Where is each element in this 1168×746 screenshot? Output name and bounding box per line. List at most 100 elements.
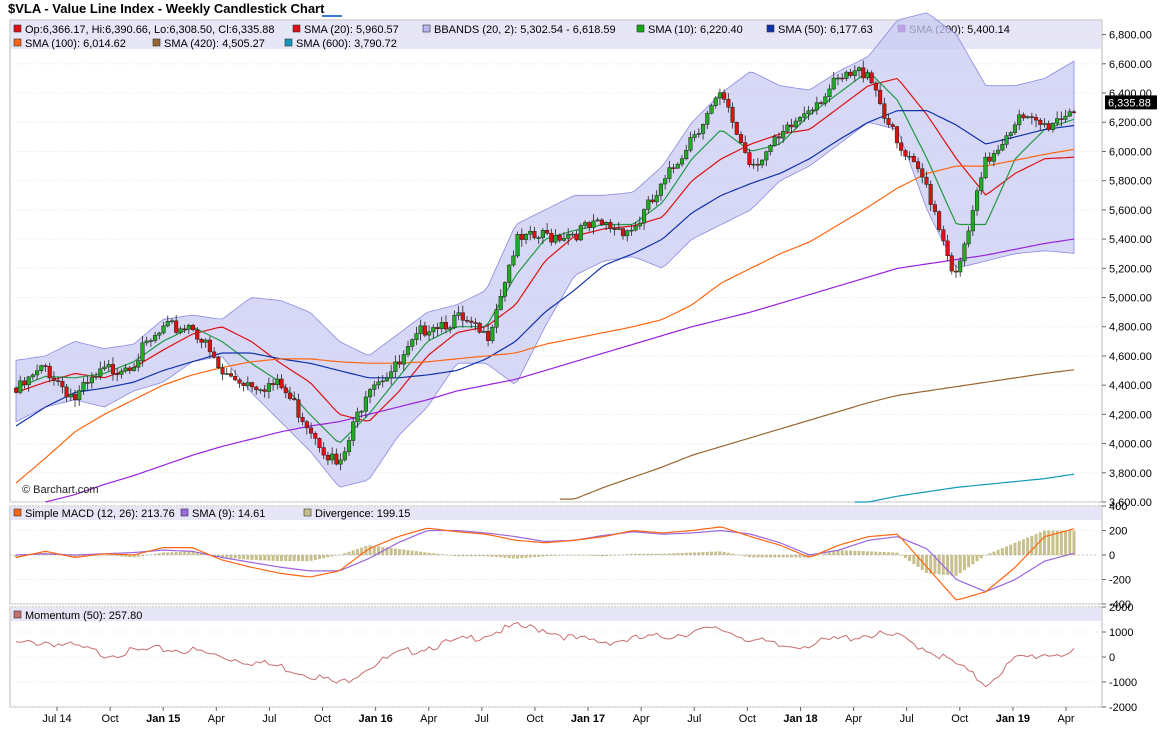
divergence-bar [596, 555, 600, 556]
candle-down [920, 168, 925, 178]
candle-down [300, 417, 305, 422]
candle-down [287, 392, 293, 399]
divergence-bar [967, 555, 971, 568]
divergence-bar [499, 555, 503, 558]
divergence-bar [187, 551, 191, 555]
legend-swatch [303, 508, 312, 517]
divergence-bar [549, 555, 553, 556]
legend-swatch [13, 508, 22, 517]
divergence-bar [237, 555, 241, 559]
legend-swatch [292, 24, 301, 33]
divergence-bar [709, 551, 713, 555]
candle-down [878, 89, 883, 104]
divergence-bar [608, 555, 612, 556]
candle-down [296, 399, 301, 418]
candle-down [237, 379, 242, 384]
candle-up [709, 105, 714, 114]
divergence-bar [714, 551, 718, 555]
divergence-bar [107, 555, 111, 556]
candle-up [701, 124, 706, 134]
divergence-bar [575, 555, 579, 556]
divergence-bar [882, 551, 886, 555]
candle-up [342, 451, 347, 461]
candle-down [949, 255, 954, 272]
candle-down [460, 312, 465, 321]
candle-down [216, 356, 221, 369]
candle-up [456, 312, 461, 316]
divergence-bar [233, 555, 237, 559]
candle-down [848, 71, 853, 76]
divergence-bar [351, 550, 355, 555]
x-tick-label: Jul [687, 713, 701, 725]
candle-up [414, 333, 419, 340]
divergence-bar [309, 555, 313, 561]
divergence-bar [330, 555, 334, 557]
divergence-bar [1047, 530, 1051, 555]
x-tick-label: Jan 15 [146, 713, 180, 725]
y-tick-label: 5,000.00 [1109, 293, 1152, 305]
candle-up [823, 96, 828, 104]
divergence-bar [254, 555, 258, 561]
candle-up [494, 309, 499, 328]
legend-label: SMA (600): 3,790.72 [296, 38, 397, 50]
macd-series [10, 526, 1098, 601]
y-tick-label: 4,800.00 [1109, 322, 1152, 334]
candle-up [355, 411, 360, 423]
divergence-bar [423, 552, 427, 555]
divergence-bar [115, 555, 119, 557]
divergence-bar [853, 550, 857, 555]
legend-label: BBANDS (20, 2): 5,302.54 - 6,618.59 [434, 24, 616, 36]
candle-down [190, 325, 196, 331]
divergence-bar [457, 555, 461, 557]
candle-up [768, 145, 773, 153]
divergence-bar [895, 552, 899, 555]
candle-up [1050, 122, 1055, 130]
chart-title: $VLA - Value Line Index - Weekly Candles… [8, 1, 325, 16]
candle-up [684, 150, 689, 160]
candle-down [987, 156, 992, 162]
candle-down [22, 380, 27, 386]
candle-up [35, 370, 40, 376]
divergence-bar [111, 555, 115, 556]
y-tick-label: -400 [1109, 599, 1131, 611]
divergence-bar [887, 552, 891, 555]
candle-down [915, 161, 921, 169]
divergence-bar [1026, 537, 1030, 555]
candle-up [68, 393, 73, 398]
candle-up [654, 195, 659, 203]
candle-down [473, 322, 478, 324]
divergence-bar [798, 555, 802, 558]
divergence-bar [326, 555, 330, 558]
y-tick-label: 4,200.00 [1109, 409, 1152, 421]
divergence-bar [655, 553, 659, 555]
candle-up [536, 237, 541, 239]
candle-down [953, 270, 959, 273]
candle-up [119, 370, 124, 375]
x-tick-label: Jan 17 [571, 713, 605, 725]
y-tick-label: 5,600.00 [1109, 205, 1152, 217]
divergence-bar [541, 555, 545, 557]
candle-up [106, 364, 111, 368]
x-tick-label: Jan 19 [996, 713, 1030, 725]
candle-down [174, 320, 179, 333]
candle-up [907, 155, 912, 158]
divergence-bar [296, 555, 300, 562]
divergence-bar [431, 553, 435, 555]
divergence-bar [992, 551, 996, 555]
divergence-bar [693, 552, 697, 555]
y-tick-label: 4,600.00 [1109, 351, 1152, 363]
divergence-bar [769, 555, 773, 558]
candle-up [178, 328, 183, 333]
candle-up [266, 383, 271, 392]
candle-up [148, 340, 153, 342]
divergence-bar [478, 555, 482, 557]
divergence-bar [427, 552, 431, 555]
divergence-bar [1068, 530, 1072, 555]
candle-up [140, 342, 145, 361]
candle-down [1029, 116, 1034, 118]
divergence-bar [566, 555, 570, 556]
candle-up [368, 389, 373, 398]
divergence-bar [301, 555, 305, 562]
divergence-bar [554, 555, 558, 556]
divergence-bar [503, 555, 507, 558]
